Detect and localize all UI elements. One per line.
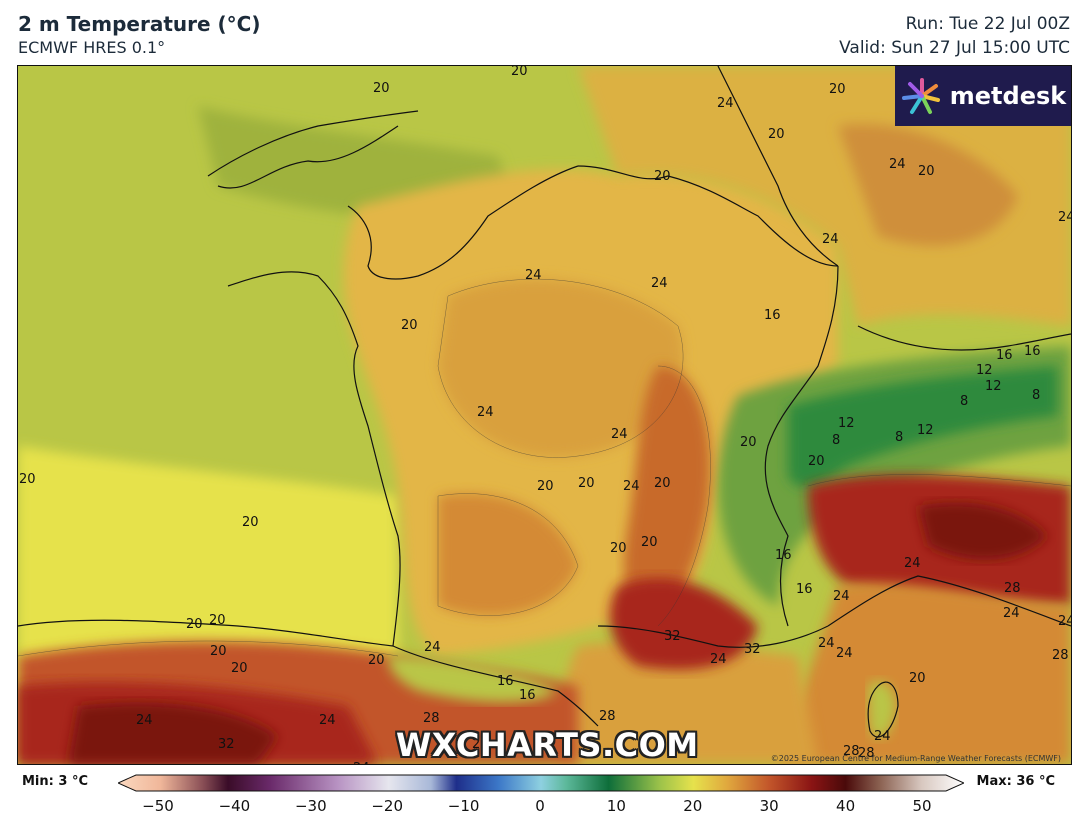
contour-label: 8 (832, 433, 841, 448)
chart-title: 2 m Temperature (°C) (18, 12, 261, 36)
colorbar-max-label: Max: 36 °C (976, 774, 1055, 789)
contour-label: 20 (578, 476, 595, 491)
copyright-notice: ©2025 European Centre for Medium-Range W… (770, 754, 1061, 763)
contour-label: 16 (796, 582, 813, 597)
colorbar-tick-label: 20 (683, 797, 703, 815)
contour-label: 20 (209, 613, 226, 628)
contour-label: 20 (909, 671, 926, 686)
contour-label: 24 (1058, 210, 1071, 225)
contour-label: 24 (424, 640, 441, 655)
contour-label: 20 (808, 454, 825, 469)
contour-label: 28 (1004, 581, 1021, 596)
contour-label: 16 (996, 348, 1013, 363)
contour-label: 20 (401, 318, 418, 333)
wxcharts-watermark: WXCHARTS.COM (396, 726, 699, 764)
contour-label: 24 (651, 276, 668, 291)
contour-label: 20 (641, 535, 658, 550)
contour-label: 20 (186, 617, 203, 632)
contour-label: 20 (768, 127, 785, 142)
contour-label: 16 (1024, 344, 1041, 359)
contour-label: 24 (1003, 606, 1020, 621)
contour-label: 12 (976, 363, 993, 378)
contour-label: 20 (654, 169, 671, 184)
valid-time: Valid: Sun 27 Jul 15:00 UTC (839, 38, 1070, 58)
model-name: ECMWF HRES 0.1° (18, 38, 166, 57)
contour-label: 20 (472, 737, 489, 752)
contour-label: 28 (599, 709, 616, 724)
contour-label: 20 (537, 479, 554, 494)
contour-label: 20 (654, 476, 671, 491)
contour-label: 28 (858, 746, 875, 761)
contour-label: 8 (1032, 388, 1041, 403)
contour-label: 12 (838, 416, 855, 431)
contour-label: 16 (775, 548, 792, 563)
contour-label: 24 (822, 232, 839, 247)
contour-label: 24 (818, 636, 835, 651)
contour-label: 20 (231, 661, 248, 676)
contour-label: 24 (833, 589, 850, 604)
metdesk-logo-text: metdesk (949, 82, 1067, 110)
contour-label: 32 (218, 737, 235, 752)
colorbar-tick-label: 30 (759, 797, 779, 815)
contour-label: 32 (744, 642, 761, 657)
contour-label: 24 (525, 268, 542, 283)
contour-label: 24 (477, 405, 494, 420)
colorbar-min-label: Min: 3 °C (22, 774, 88, 789)
contour-label: 20 (368, 653, 385, 668)
contour-label: 20 (740, 435, 757, 450)
colorbar-tick-label: 40 (836, 797, 856, 815)
contour-label: 16 (519, 688, 536, 703)
run-time: Run: Tue 22 Jul 00Z (905, 14, 1070, 34)
contour-label: 24 (836, 646, 853, 661)
contour-label: 20 (610, 541, 627, 556)
contour-label: 12 (917, 423, 934, 438)
contour-label: 24 (611, 427, 628, 442)
contour-label: 12 (985, 379, 1002, 394)
contour-label: 24 (904, 556, 921, 571)
colorbar-tick-label: −10 (447, 797, 480, 815)
contour-label: 28 (843, 744, 860, 759)
contour-label: 8 (960, 394, 969, 409)
contour-label: 8 (895, 430, 904, 445)
contour-label: 16 (764, 308, 781, 323)
contour-label: 28 (1052, 648, 1069, 663)
contour-label: 24 (874, 729, 891, 744)
contour-label: 32 (664, 629, 681, 644)
contour-label: 20 (373, 81, 390, 96)
colorbar-tick-label: −50 (142, 797, 174, 815)
contour-label: 16 (497, 674, 514, 689)
contour-label: 20 (511, 65, 528, 79)
contour-label: 20 (829, 82, 846, 97)
contour-label: 20 (242, 515, 259, 530)
temperature-map: 2020242020202424202020242420242424201616… (17, 65, 1072, 765)
contour-label: 24 (623, 479, 640, 494)
contour-label: 24 (717, 96, 734, 111)
colorbar-tick-label: −30 (294, 797, 327, 815)
contour-label: 24 (889, 157, 906, 172)
contour-label: 24 (136, 713, 153, 728)
contour-label: 24 (710, 652, 727, 667)
contour-label: 28 (423, 711, 440, 726)
colorbar (118, 774, 964, 792)
colorbar-tick-label: −40 (218, 797, 251, 815)
colorbar-tick-label: −20 (371, 797, 404, 815)
contour-label: 20 (918, 164, 935, 179)
colorbar-tick-label: 10 (606, 797, 626, 815)
contour-label: 24 (353, 761, 370, 764)
contour-label: 24 (319, 713, 336, 728)
contour-label: 20 (19, 472, 36, 487)
contour-label: 20 (210, 644, 227, 659)
colorbar-tick-label: 50 (912, 797, 932, 815)
metdesk-burst-icon (901, 78, 940, 114)
colorbar-tick-label: 0 (535, 797, 545, 815)
map-canvas (18, 66, 1071, 764)
metdesk-logo: metdesk (895, 66, 1071, 126)
contour-label: 24 (1058, 614, 1071, 629)
